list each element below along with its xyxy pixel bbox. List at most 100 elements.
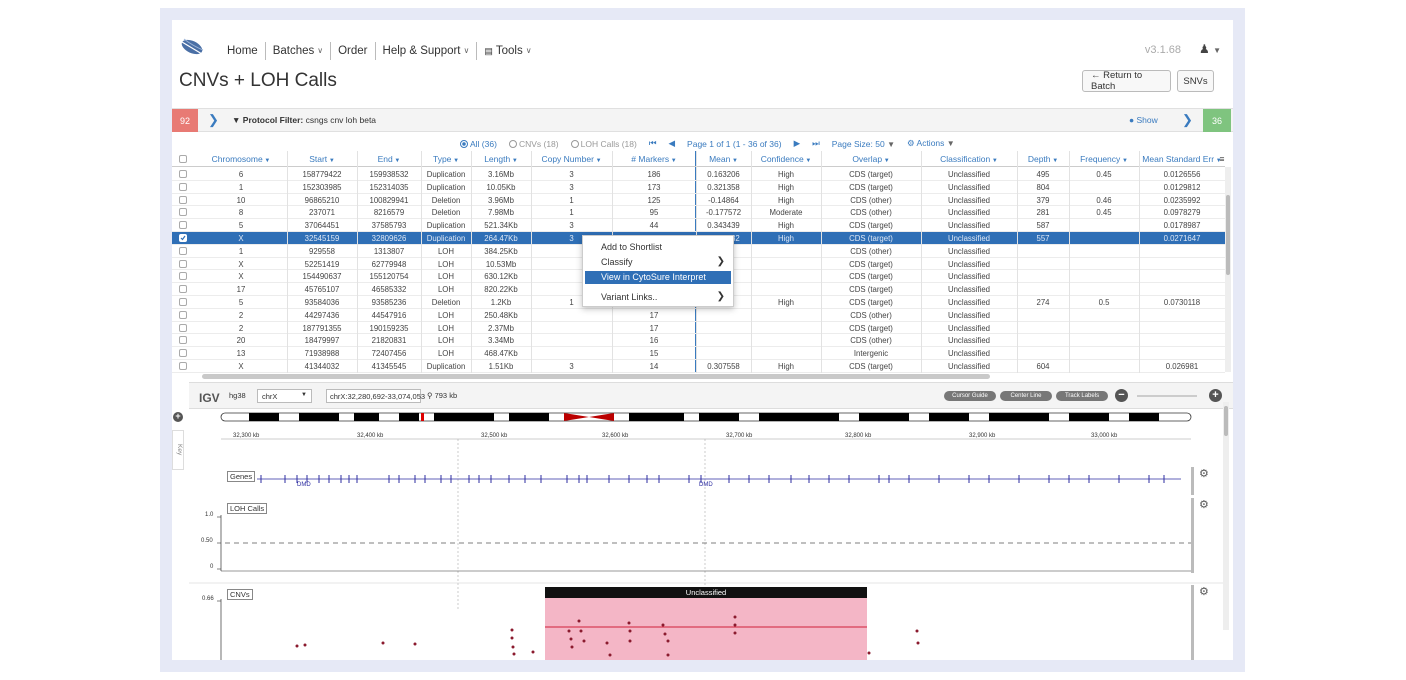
row-checkbox[interactable] [179,362,187,370]
filter-icon[interactable]: ▼ [730,158,738,164]
chromosome-select[interactable]: chrX ▼ [257,389,312,403]
row-checkbox[interactable] [179,221,187,230]
zoom-in-icon[interactable]: + [1209,389,1222,402]
actions-dropdown[interactable]: ⚙ Actions ▼ [907,138,955,149]
table-row[interactable]: X 41344032 41345545 Duplication 1.51Kb 3 14 0.3… [172,360,1225,373]
filter-icon[interactable]: ▼ [803,158,812,164]
row-checkbox[interactable] [179,259,187,268]
cnv-call-region[interactable] [545,598,867,660]
track-resize-handle[interactable] [1191,467,1194,495]
filter-cnvs-radio[interactable]: CNVs (18) [508,139,559,149]
filter-icon[interactable]: ▼ [1120,158,1128,164]
filter-icon[interactable]: ▼ [392,158,401,164]
filter-icon[interactable]: ▼ [882,158,890,164]
cnv-call-label[interactable]: Unclassified [685,588,727,597]
column-header-depth[interactable]: Depth ▼ [1017,154,1069,164]
filter-icon[interactable]: ▼ [510,158,518,164]
scroll-thumb[interactable] [1224,406,1228,436]
row-checkbox[interactable] [179,234,187,242]
table-row[interactable]: 6 158779422 159938532 Duplication 3.16Mb 3 186… [172,168,1225,181]
column-header-mean-standard-err[interactable]: Mean Standard Err ▼ [1139,154,1225,164]
row-checkbox[interactable] [179,323,187,332]
table-row[interactable]: 2 187791355 190159235 LOH 2.37Mb 17 CDS (targe… [172,322,1225,335]
cnv-track[interactable] [189,582,1229,660]
first-page-icon[interactable]: ⏮ [648,138,657,148]
column-header-markers[interactable]: # Markers ▼ [612,154,696,164]
table-row[interactable]: 2 44297436 44547916 LOH 250.48Kb 17 CDS (other… [172,309,1225,322]
cnvs-track-label[interactable]: CNVs [227,589,253,600]
cursor-guide-button[interactable]: Cursor Guide [944,391,996,401]
zoom-out-icon[interactable]: − [1115,389,1128,402]
key-tab[interactable]: Key [172,430,184,470]
filter-icon[interactable]: ▼ [262,158,271,164]
column-header-end[interactable]: End ▼ [357,154,421,164]
genes-track-label[interactable]: Genes [227,471,256,482]
column-header-overlap[interactable]: Overlap ▼ [821,154,921,164]
row-checkbox[interactable] [179,272,187,281]
row-checkbox[interactable] [179,336,187,345]
filter-icon[interactable]: ▼ [1214,158,1222,164]
filter-icon[interactable]: ▼ [451,158,460,164]
table-row[interactable]: 8 237071 8216579 Deletion 7.98Mb 1 95 -0.177572… [172,206,1225,220]
nav-item-tools[interactable]: ▤ Tools ∨ [477,42,538,60]
gear-icon[interactable]: ⚙ [1199,468,1209,480]
next-count-badge[interactable]: 36 [1203,109,1231,132]
track-resize-handle[interactable] [1191,498,1194,573]
filter-icon[interactable]: ▼ [593,158,602,164]
row-checkbox[interactable] [179,195,187,204]
previous-count-badge[interactable]: 92 [172,109,198,132]
menu-item-variant-links[interactable]: Variant Links.. [601,292,658,302]
menu-item-view-cytosure[interactable]: View in CytoSure Interpret [585,271,731,284]
column-menu-icon[interactable]: ≡ [1219,154,1225,164]
select-all-checkbox[interactable] [179,155,187,163]
nav-item-home[interactable]: Home [220,42,266,60]
gear-icon[interactable]: ⚙ [1199,586,1209,598]
table-row[interactable]: 5 37064451 37585793 Duplication 521.34Kb 3 44 0… [172,219,1225,232]
menu-item-classify[interactable]: Classify [601,257,633,267]
filter-icon[interactable]: ▼ [669,158,677,164]
filter-all-radio[interactable]: All (36) [460,139,497,149]
gene-label[interactable]: DMD [699,482,713,488]
column-header-chromosome[interactable]: Chromosome ▼ [195,154,287,164]
row-checkbox[interactable] [179,182,187,191]
cnv-call-header[interactable] [545,587,867,598]
column-header-start[interactable]: Start ▼ [287,154,357,164]
column-header-classification[interactable]: Classification ▼ [921,154,1017,164]
page-size-dropdown[interactable]: Page Size: 50 ▼ [832,139,895,149]
table-row[interactable]: 1 152303985 152314035 Duplication 10.05Kb 3 17… [172,181,1225,194]
row-checkbox[interactable] [179,310,187,319]
column-header-type[interactable]: Type ▼ [421,154,471,164]
next-page-icon[interactable]: ▶ [793,138,801,148]
table-row[interactable]: 10 96865210 100829941 Deletion 3.96Mb 1 125 -0.… [172,194,1225,207]
user-menu[interactable]: ♟ ▼ [1199,42,1221,56]
protocol-filter[interactable]: ▼ Protocol Filter: csngs cnv loh beta [232,115,376,125]
gene-label[interactable]: DMD [297,482,311,488]
column-header-frequency[interactable]: Frequency ▼ [1069,154,1139,164]
column-header-copy-number[interactable]: Copy Number ▼ [531,154,612,164]
column-header-confidence[interactable]: Confidence ▼ [751,154,821,164]
nav-item-order[interactable]: Order [331,42,376,60]
table-horizontal-scrollbar[interactable] [202,374,990,379]
loh-track[interactable] [217,515,1191,572]
column-header-length[interactable]: Length ▼ [471,154,531,164]
center-line-button[interactable]: Center Line [1000,391,1052,401]
chevron-right-icon[interactable]: ❯ [1182,112,1193,127]
row-checkbox[interactable] [179,298,187,306]
gear-icon[interactable]: ⚙ [1199,499,1209,511]
show-toggle[interactable]: ● Show [1129,115,1158,125]
menu-item-add-shortlist[interactable]: Add to Shortlist [601,242,663,252]
nav-item-help-support[interactable]: Help & Support ∨ [376,42,478,60]
zoom-slider[interactable] [1137,395,1197,397]
locus-input[interactable]: chrX:32,280,692-33,074,053 [326,389,425,403]
column-header-mean[interactable]: Mean ▼ [696,154,751,164]
zoom-search[interactable]: ⚲ 793 kb [427,391,457,400]
chevron-right-icon[interactable]: ❯ [208,112,219,127]
row-checkbox[interactable] [179,208,187,217]
ideogram[interactable] [220,412,1192,422]
row-checkbox[interactable] [179,349,187,358]
filter-icon[interactable]: ▼ [1050,158,1059,164]
filter-icon[interactable]: ▼ [327,158,335,164]
loh-track-label[interactable]: LOH Calls [227,503,268,514]
add-track-icon[interactable]: + [173,412,183,422]
igv-vertical-scrollbar[interactable] [1223,402,1229,630]
